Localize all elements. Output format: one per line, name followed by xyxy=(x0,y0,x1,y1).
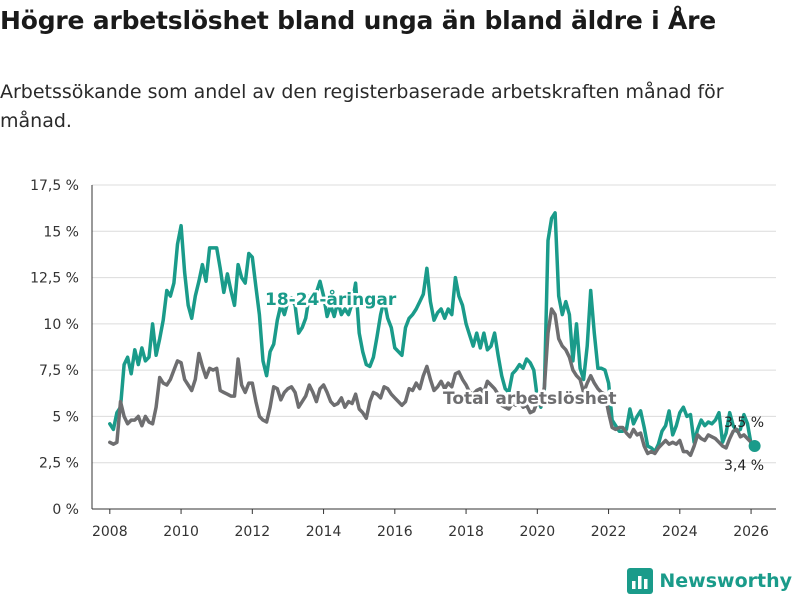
y-tick-label: 5 % xyxy=(52,409,79,425)
x-tick-label: 2012 xyxy=(234,524,270,540)
brand-name: Newsworthy xyxy=(659,570,792,592)
x-tick-label: 2016 xyxy=(377,524,413,540)
chart-subtitle: Arbetssökande som andel av den registerb… xyxy=(0,81,724,132)
x-tick-label: 2010 xyxy=(163,524,199,540)
x-tick-label: 2026 xyxy=(733,524,769,540)
x-tick-label: 2022 xyxy=(591,524,627,540)
y-tick-label: 10 % xyxy=(43,317,79,333)
series-label-total: Total arbetslöshet xyxy=(443,389,617,409)
series-labels: 18-24-åringar Total arbetslöshet 3,5 % 3… xyxy=(263,286,765,475)
x-tick-label: 2020 xyxy=(519,524,555,540)
x-tick-label: 2008 xyxy=(92,524,128,540)
y-tick-label: 0 % xyxy=(52,502,79,518)
y-tick-label: 12,5 % xyxy=(30,271,79,287)
bar-chart-logo-icon xyxy=(627,568,654,594)
y-tick-label: 7,5 % xyxy=(39,363,79,379)
end-label-18-24: 3,4 % xyxy=(724,458,764,474)
end-point-dot-18-24 xyxy=(748,440,761,453)
x-tick-label: 2014 xyxy=(306,524,342,540)
series-line-18-24 xyxy=(108,211,757,454)
chart-title: Högre arbetslöshet bland unga än bland ä… xyxy=(0,6,717,35)
series-label-18-24: 18-24-åringar xyxy=(265,288,397,310)
series-lines xyxy=(108,211,761,458)
series-line-total xyxy=(108,307,757,458)
y-tick-label: 2,5 % xyxy=(39,456,79,472)
brand-logo: Newsworthy xyxy=(627,568,792,594)
y-tick-label: 17,5 % xyxy=(30,178,79,194)
x-tick-label: 2018 xyxy=(448,524,484,540)
x-tick-label: 2024 xyxy=(662,524,698,540)
y-tick-label: 15 % xyxy=(43,224,79,240)
axes: 0 % 2,5 % 5 % 7,5 % 10 % 12,5 % 15 % 17,5 % 2008… xyxy=(30,178,769,540)
gridlines xyxy=(92,184,776,510)
end-label-total: 3,5 % xyxy=(724,415,764,431)
